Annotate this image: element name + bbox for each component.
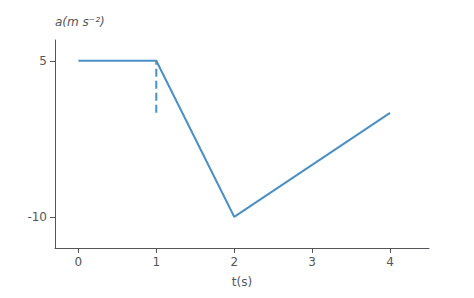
svg-text:-10: -10: [27, 210, 47, 224]
svg-text:5: 5: [39, 54, 47, 68]
svg-text:2: 2: [230, 255, 238, 269]
svg-text:1: 1: [152, 255, 160, 269]
svg-text:3: 3: [308, 255, 316, 269]
svg-text:t(s): t(s): [232, 275, 252, 289]
svg-text:a(m s⁻²): a(m s⁻²): [55, 15, 105, 29]
svg-text:4: 4: [386, 255, 394, 269]
svg-text:0: 0: [75, 255, 83, 269]
